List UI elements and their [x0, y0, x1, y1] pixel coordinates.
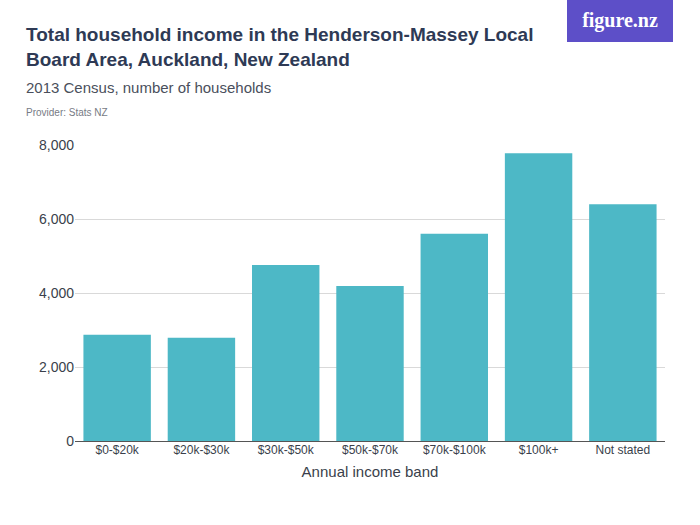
svg-text:4,000: 4,000	[39, 285, 74, 301]
svg-text:6,000: 6,000	[39, 211, 74, 227]
svg-text:2,000: 2,000	[39, 359, 74, 375]
svg-text:8,000: 8,000	[39, 137, 74, 153]
html-text:Total household income in the: Total household income in the Henderson-…	[26, 24, 534, 70]
svg-text:$100k+: $100k+	[519, 443, 559, 457]
svg-text:0: 0	[66, 433, 74, 449]
html-text:figure.nz: figure.nz	[582, 9, 658, 31]
svg-text:$50k-$70k: $50k-$70k	[342, 443, 399, 457]
svg-text:$20k-$30k: $20k-$30k	[173, 443, 230, 457]
svg-text:$0-$20k: $0-$20k	[95, 443, 139, 457]
svg-text:$70k-$100k: $70k-$100k	[423, 443, 487, 457]
html-text:Provider: Stats NZ: Provider: Stats NZ	[26, 107, 108, 118]
svg-text:$30k-$50k: $30k-$50k	[258, 443, 315, 457]
html-text:2013 Census, number of househo: 2013 Census, number of households	[26, 79, 272, 96]
svg-text:Annual income band: Annual income band	[302, 463, 439, 480]
svg-text:Not stated: Not stated	[596, 443, 651, 457]
